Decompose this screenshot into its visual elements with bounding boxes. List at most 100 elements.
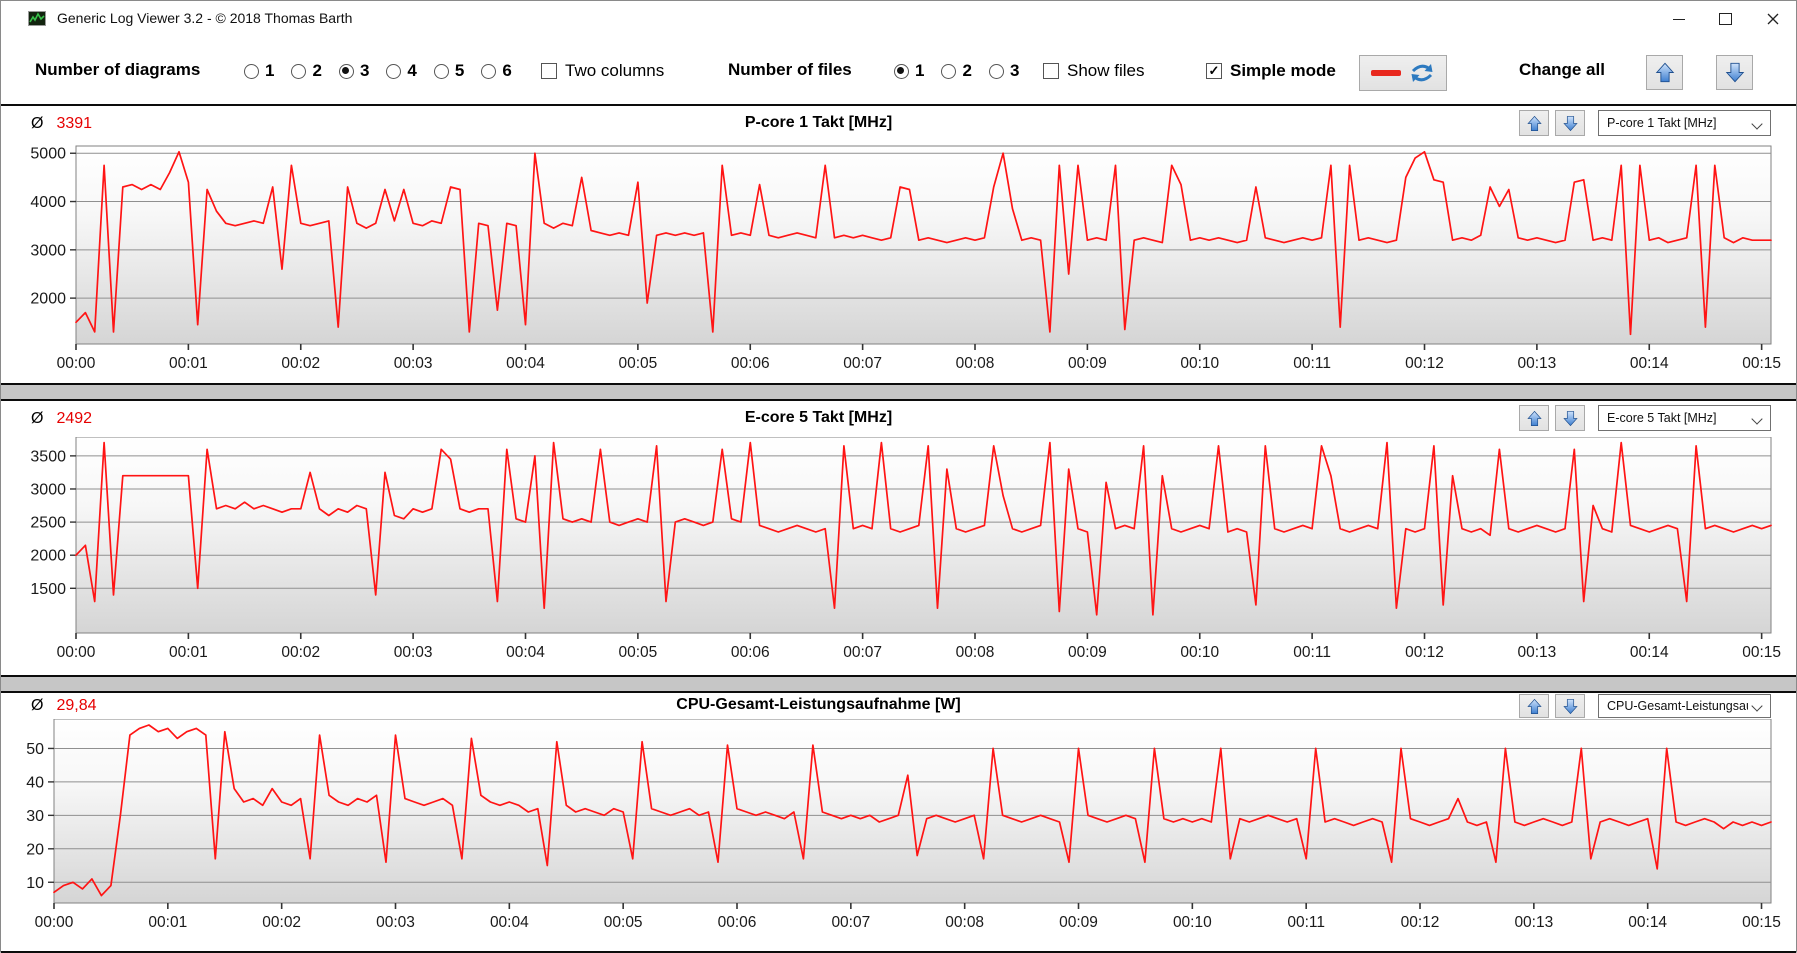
x-tick-label: 00:05 — [618, 644, 657, 661]
down-arrow-icon — [1562, 410, 1578, 426]
up-arrow-icon — [1526, 698, 1542, 714]
simple-mode-checkbox-box[interactable] — [1206, 63, 1222, 79]
chart-2-signal-dropdown[interactable]: E-core 5 Takt [MHz] — [1598, 405, 1771, 431]
close-button[interactable] — [1749, 1, 1796, 37]
x-tick-label: 00:09 — [1068, 644, 1107, 661]
diagrams-radio-group: 1 2 3 4 5 6 — [244, 61, 512, 81]
radio-option-label: 6 — [502, 61, 512, 80]
radio-files-2[interactable]: 2 — [941, 61, 972, 81]
chart-1-move-up-button[interactable] — [1519, 110, 1549, 136]
y-tick-label: 2500 — [30, 515, 66, 532]
chart-3-signal-dropdown[interactable]: CPU-Gesamt-Leistungsau — [1598, 694, 1771, 718]
y-tick-label: 5000 — [30, 146, 66, 163]
radio-option-label: 1 — [265, 61, 275, 80]
x-tick-label: 00:00 — [57, 355, 96, 372]
change-all-up-button[interactable] — [1646, 55, 1683, 90]
radio-option-label: 1 — [915, 61, 925, 80]
radio-option-label: 2 — [962, 61, 972, 80]
chart-2-move-up-button[interactable] — [1519, 405, 1549, 431]
chart-2-average: Ø 2492 — [31, 410, 92, 428]
radio-diagrams-1[interactable]: 1 — [244, 61, 274, 81]
up-arrow-icon — [1655, 62, 1674, 83]
radio-diagrams-5[interactable]: 5 — [433, 61, 464, 81]
change-all-down-button[interactable] — [1716, 55, 1753, 90]
app-logo-icon — [28, 11, 46, 26]
x-tick-label: 00:12 — [1401, 914, 1440, 931]
x-tick-label: 00:10 — [1173, 914, 1212, 931]
x-tick-label: 00:01 — [169, 644, 208, 661]
minimize-button[interactable] — [1655, 1, 1702, 37]
radio-option-label: 3 — [1009, 61, 1020, 80]
chart-3-move-down-button[interactable] — [1555, 694, 1585, 718]
two-columns-label: Two columns — [565, 61, 665, 80]
show-files-checkbox-box[interactable] — [1043, 63, 1059, 79]
x-tick-label: 00:10 — [1180, 644, 1219, 661]
x-tick-label: 00:11 — [1293, 644, 1331, 661]
y-tick-label: 2000 — [30, 548, 66, 565]
y-tick-label: 40 — [26, 774, 44, 791]
x-tick-label: 00:03 — [394, 355, 433, 372]
x-tick-label: 00:00 — [57, 644, 96, 661]
chevron-down-icon — [1751, 118, 1763, 130]
x-tick-label: 00:09 — [1059, 914, 1098, 931]
radio-icon[interactable] — [988, 63, 1004, 79]
chart-1-average: Ø 3391 — [31, 115, 92, 133]
x-tick-label: 00:13 — [1514, 914, 1553, 931]
x-tick-label: 00:05 — [604, 914, 643, 931]
x-tick-label: 00:02 — [281, 644, 320, 661]
chevron-down-icon — [1751, 700, 1763, 712]
x-tick-label: 00:00 — [35, 914, 74, 931]
radio-diagrams-4[interactable]: 4 — [386, 61, 417, 81]
data-series-line — [75, 150, 1772, 336]
x-tick-label: 00:02 — [262, 914, 301, 931]
x-tick-label: 00:13 — [1517, 644, 1556, 661]
radio-files-1[interactable]: 1 — [894, 61, 924, 81]
radio-icon[interactable] — [291, 63, 307, 79]
two-columns-checkbox[interactable]: Two columns — [541, 61, 664, 81]
radio-diagrams-2[interactable]: 2 — [291, 61, 322, 81]
radio-diagrams-6[interactable]: 6 — [481, 61, 512, 81]
chevron-down-icon — [1751, 413, 1763, 425]
chart-3-move-up-button[interactable] — [1519, 694, 1549, 718]
average-symbol: Ø — [31, 115, 44, 132]
chart-3-average: Ø 29,84 — [31, 697, 97, 715]
x-tick-label: 00:14 — [1628, 914, 1667, 931]
minimize-icon — [1672, 18, 1685, 20]
y-tick-label: 30 — [26, 808, 44, 825]
radio-diagrams-3[interactable]: 3 — [338, 61, 370, 81]
simple-mode-label: Simple mode — [1230, 61, 1336, 80]
radio-icon[interactable] — [941, 63, 957, 79]
chart-1-move-down-button[interactable] — [1555, 110, 1585, 136]
maximize-button[interactable] — [1702, 1, 1749, 37]
radio-icon[interactable] — [894, 63, 909, 79]
diagrams-label: Number of diagrams — [35, 60, 201, 79]
x-tick-label: 00:06 — [731, 644, 770, 661]
radio-icon[interactable] — [244, 63, 259, 79]
line-style-refresh-button[interactable] — [1359, 55, 1447, 91]
average-value: 2492 — [56, 410, 93, 427]
y-tick-label: 2000 — [30, 291, 66, 308]
simple-mode-checkbox[interactable]: Simple mode — [1206, 61, 1336, 81]
x-tick-label: 00:15 — [1742, 914, 1781, 931]
chart-panel-1: Ø 3391 P-core 1 Takt [MHz] P-core 1 Takt… — [1, 104, 1796, 385]
radio-icon[interactable] — [338, 63, 354, 79]
up-arrow-icon — [1526, 410, 1542, 426]
radio-icon[interactable] — [386, 63, 402, 79]
chart-2-move-down-button[interactable] — [1555, 405, 1585, 431]
dropdown-value: E-core 5 Takt [MHz] — [1607, 411, 1717, 425]
down-arrow-icon — [1562, 115, 1578, 131]
y-tick-label: 10 — [26, 875, 44, 892]
dropdown-value: P-core 1 Takt [MHz] — [1607, 116, 1717, 130]
change-all-label: Change all — [1519, 60, 1605, 79]
chart-1-signal-dropdown[interactable]: P-core 1 Takt [MHz] — [1598, 110, 1771, 136]
radio-files-3[interactable]: 3 — [988, 61, 1020, 81]
radio-option-label: 3 — [359, 61, 370, 80]
x-tick-label: 00:14 — [1630, 355, 1669, 372]
chart-3-header: Ø 29,84 CPU-Gesamt-Leistungsaufnahme [W]… — [1, 693, 1796, 719]
chart-3-plot: 10 20 30 40 50 00:00 00:01 00:02 00:03 00:04 00:05… — [26, 719, 1781, 931]
radio-icon[interactable] — [433, 63, 449, 79]
radio-icon[interactable] — [481, 63, 497, 79]
two-columns-checkbox-box[interactable] — [541, 63, 557, 79]
show-files-checkbox[interactable]: Show files — [1043, 61, 1144, 81]
x-tick-label: 00:01 — [148, 914, 187, 931]
